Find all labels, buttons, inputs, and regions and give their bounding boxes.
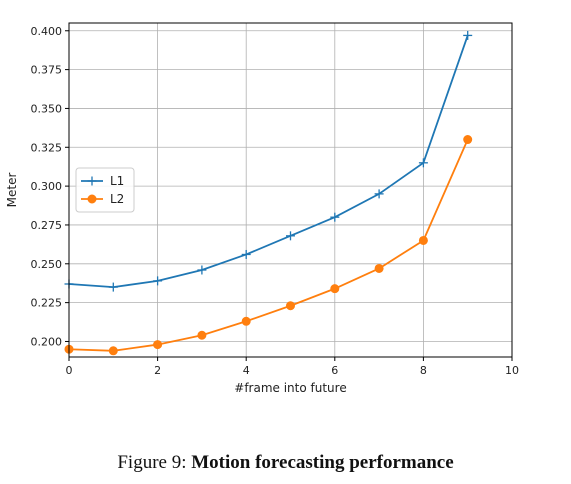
legend-box bbox=[75, 167, 135, 213]
series-point bbox=[374, 263, 384, 273]
series-point bbox=[418, 235, 428, 245]
y-tick-label: 0.225 bbox=[31, 297, 63, 310]
series-point bbox=[463, 30, 473, 40]
series-point bbox=[241, 316, 251, 326]
x-tick-label: 2 bbox=[154, 364, 161, 377]
series-point bbox=[108, 346, 118, 356]
x-tick-label: 4 bbox=[243, 364, 250, 377]
y-tick-label: 0.275 bbox=[31, 219, 63, 232]
y-tick-label: 0.250 bbox=[31, 258, 63, 271]
x-axis-label: #frame into future bbox=[234, 381, 346, 395]
series-layer bbox=[64, 30, 473, 356]
y-tick-label: 0.325 bbox=[31, 141, 63, 154]
series-point bbox=[463, 135, 473, 145]
series-point bbox=[87, 194, 97, 204]
y-tick-label: 0.375 bbox=[31, 64, 63, 77]
legend-label: L2 bbox=[110, 192, 124, 206]
legend-label: L1 bbox=[110, 174, 124, 188]
series-point bbox=[108, 282, 118, 292]
series-point bbox=[330, 212, 340, 222]
y-tick-label: 0.400 bbox=[31, 25, 63, 38]
y-tick-label: 0.200 bbox=[31, 335, 63, 348]
series-point bbox=[330, 284, 340, 294]
series-point bbox=[241, 249, 251, 259]
x-tick-label: 8 bbox=[420, 364, 427, 377]
series-l1 bbox=[64, 30, 473, 292]
y-tick-label: 0.300 bbox=[31, 180, 63, 193]
x-tick-label: 0 bbox=[66, 364, 73, 377]
series-point bbox=[153, 340, 163, 350]
series-point bbox=[286, 231, 295, 241]
series-point bbox=[418, 158, 428, 168]
x-tick-label: 6 bbox=[331, 364, 338, 377]
series-point bbox=[374, 189, 384, 199]
x-tick-label: 10 bbox=[505, 364, 519, 377]
chart: 0 2 4 6 8 10 0.2000.2250.2500.2750.3000.3250.… bbox=[5, 22, 519, 395]
legend-entry-l1: L1 bbox=[81, 174, 124, 188]
series-point bbox=[197, 265, 207, 275]
legend-entry-l2: L2 bbox=[81, 192, 124, 206]
caption-title: Motion forecasting performance bbox=[191, 452, 454, 473]
series-point bbox=[153, 276, 163, 286]
series-l2 bbox=[64, 135, 473, 356]
x-axis-ticks: 0 2 4 6 8 10 bbox=[66, 357, 519, 377]
y-axis-ticks: 0.200 0.225 0.250 0.275 0.300 0.325 0.350 0.375… bbox=[31, 25, 69, 348]
y-tick-label: 0.350 bbox=[31, 102, 63, 115]
series-line bbox=[68, 35, 469, 288]
series-point bbox=[87, 176, 97, 186]
series-point bbox=[197, 330, 207, 340]
caption-prefix: Figure 9: bbox=[117, 452, 187, 473]
y-axis-label: Meter bbox=[5, 173, 19, 208]
plot-frame bbox=[68, 22, 513, 358]
series-line bbox=[68, 139, 469, 352]
figure-caption: Figure 9: Motion forecasting performance bbox=[0, 452, 571, 474]
series-point bbox=[286, 301, 295, 311]
